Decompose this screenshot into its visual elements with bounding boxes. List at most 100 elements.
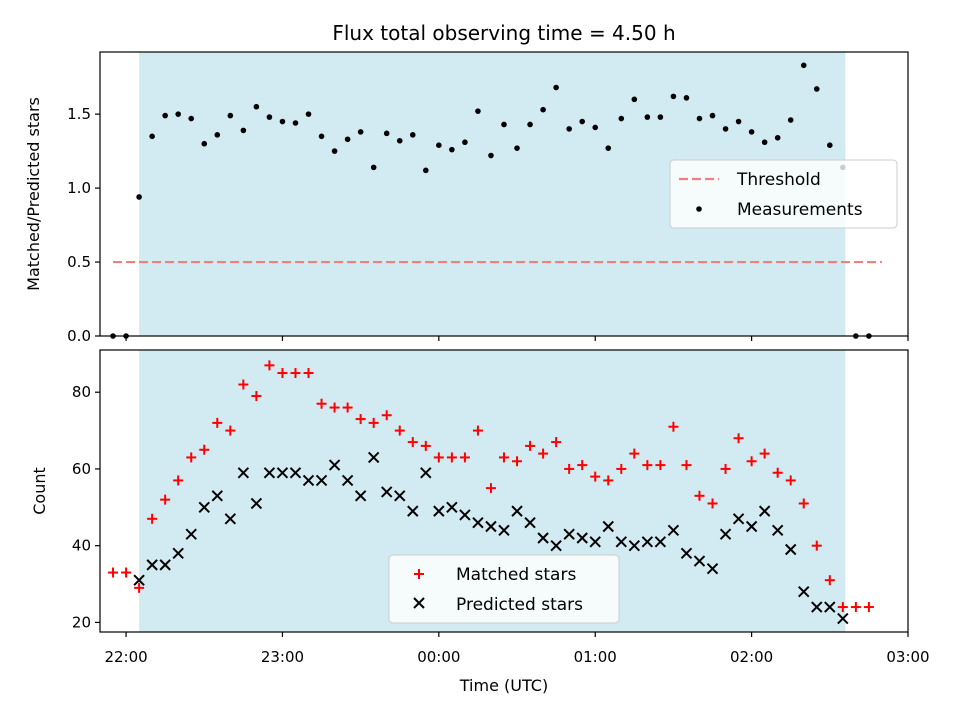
predicted-stars-point — [615, 536, 627, 548]
predicted-stars-point — [706, 562, 719, 575]
predicted-stars-point — [185, 528, 197, 540]
y-tick-label: 1.0 — [67, 179, 91, 197]
predicted-stars-point — [224, 513, 237, 525]
predicted-stars-point — [641, 536, 654, 548]
matched-stars-point — [173, 475, 184, 486]
measurement-point — [735, 118, 742, 125]
matched-stars-point — [342, 402, 353, 413]
predicted-stars-point — [719, 528, 732, 540]
matched-stars-point — [329, 402, 340, 413]
legend-box — [388, 554, 620, 624]
matched-stars-point — [420, 440, 431, 451]
axes-frame — [99, 51, 909, 337]
matched-stars-point — [212, 417, 223, 428]
legend-label-matched: Matched stars — [456, 565, 576, 585]
matched-stars-point — [863, 602, 874, 613]
matched-stars-point — [303, 368, 314, 379]
x-axis-label: Time (UTC) — [459, 676, 548, 695]
predicted-stars-point — [680, 547, 693, 560]
measurement-point — [331, 148, 338, 154]
predicted-stars-point — [771, 524, 784, 537]
matched-stars-point — [121, 567, 132, 578]
matched-stars-point — [525, 440, 536, 451]
predicted-stars-point — [394, 490, 406, 502]
predicted-stars-point — [498, 524, 510, 537]
matched-stars-point — [759, 448, 770, 459]
matched-stars-point — [668, 421, 679, 432]
measurement-point — [813, 86, 820, 92]
legend-measurements-swatch — [696, 206, 702, 212]
matched-stars-point — [512, 456, 523, 467]
matched-stars-point — [316, 398, 327, 409]
legend-label-predicted: Predicted stars — [456, 595, 583, 615]
predicted-stars-point — [354, 490, 367, 502]
predicted-stars-point — [237, 467, 250, 479]
predicted-stars-point — [328, 459, 341, 471]
measurement-point — [800, 62, 807, 69]
matched-stars-point — [798, 498, 809, 509]
measurement-point — [827, 142, 833, 148]
predicted-stars-point — [693, 555, 706, 567]
legend-label-measurements: Measurements — [737, 200, 863, 220]
matched-stars-point — [577, 460, 588, 471]
measurement-point — [344, 136, 351, 143]
measurement-point — [514, 145, 520, 151]
matched-stars-point — [551, 437, 562, 448]
predicted-stars-point — [732, 513, 745, 525]
y-tick-label: 0.5 — [67, 253, 91, 271]
predicted-stars-point — [602, 520, 614, 533]
matched-stars-point — [590, 471, 601, 482]
predicted-stars-point — [250, 497, 263, 510]
predicted-stars-point — [485, 520, 497, 533]
matched-stars-point — [681, 460, 692, 471]
measurement-point — [592, 124, 599, 131]
matched-stars-point — [603, 475, 614, 486]
matched-stars-point — [368, 417, 379, 428]
matched-stars-point — [485, 483, 496, 494]
matched-stars-point — [160, 494, 171, 505]
matched-stars-point — [407, 437, 418, 448]
predicted-stars-point — [758, 505, 771, 517]
bottom-panel-counts: 20 40 60 80 22:00 23:00 00:00 01:00 02:00 03:00 Co… — [30, 349, 930, 666]
y-tick-label: 20 — [72, 613, 91, 631]
predicted-stars-point — [472, 516, 484, 529]
measurement-point — [566, 126, 572, 132]
measurement-point — [370, 164, 377, 171]
predicted-stars-point — [341, 474, 354, 487]
measurement-point — [527, 121, 533, 128]
measurement-point — [748, 129, 755, 135]
measurement-point — [136, 194, 142, 200]
measurement-point — [631, 96, 638, 103]
legend-label-threshold: Threshold — [736, 170, 821, 190]
y-axis-label: Matched/Predicted stars — [24, 97, 43, 291]
measurement-point — [488, 152, 494, 159]
matched-stars-point — [186, 452, 197, 463]
matched-stars-point — [616, 463, 627, 474]
legend-box — [669, 159, 898, 229]
matched-stars-point — [850, 602, 861, 613]
predicted-stars-point — [798, 586, 810, 598]
measurement-point — [423, 167, 429, 174]
predicted-stars-point — [745, 520, 758, 533]
matched-stars-point — [733, 433, 744, 444]
matched-stars-point — [811, 540, 822, 551]
matched-stars-point — [251, 391, 262, 402]
predicted-stars-point — [667, 524, 680, 537]
y-tick-label: 80 — [72, 383, 91, 401]
y-tick-label: 40 — [72, 537, 91, 555]
measurement-point — [436, 142, 442, 148]
measurement-point — [540, 106, 546, 113]
measurement-point — [605, 145, 612, 151]
measurement-point — [357, 129, 364, 135]
matched-stars-point — [746, 456, 757, 467]
measurement-point — [175, 111, 181, 117]
predicted-stars-point — [367, 451, 380, 464]
measurement-point — [292, 120, 299, 126]
predicted-stars-point — [563, 528, 575, 540]
predicted-stars-point — [824, 601, 836, 613]
matched-stars-point — [225, 425, 236, 436]
measurement-point — [618, 115, 625, 122]
predicted-stars-point — [276, 467, 289, 479]
matched-stars-point — [134, 582, 145, 593]
measurement-point — [253, 103, 260, 110]
